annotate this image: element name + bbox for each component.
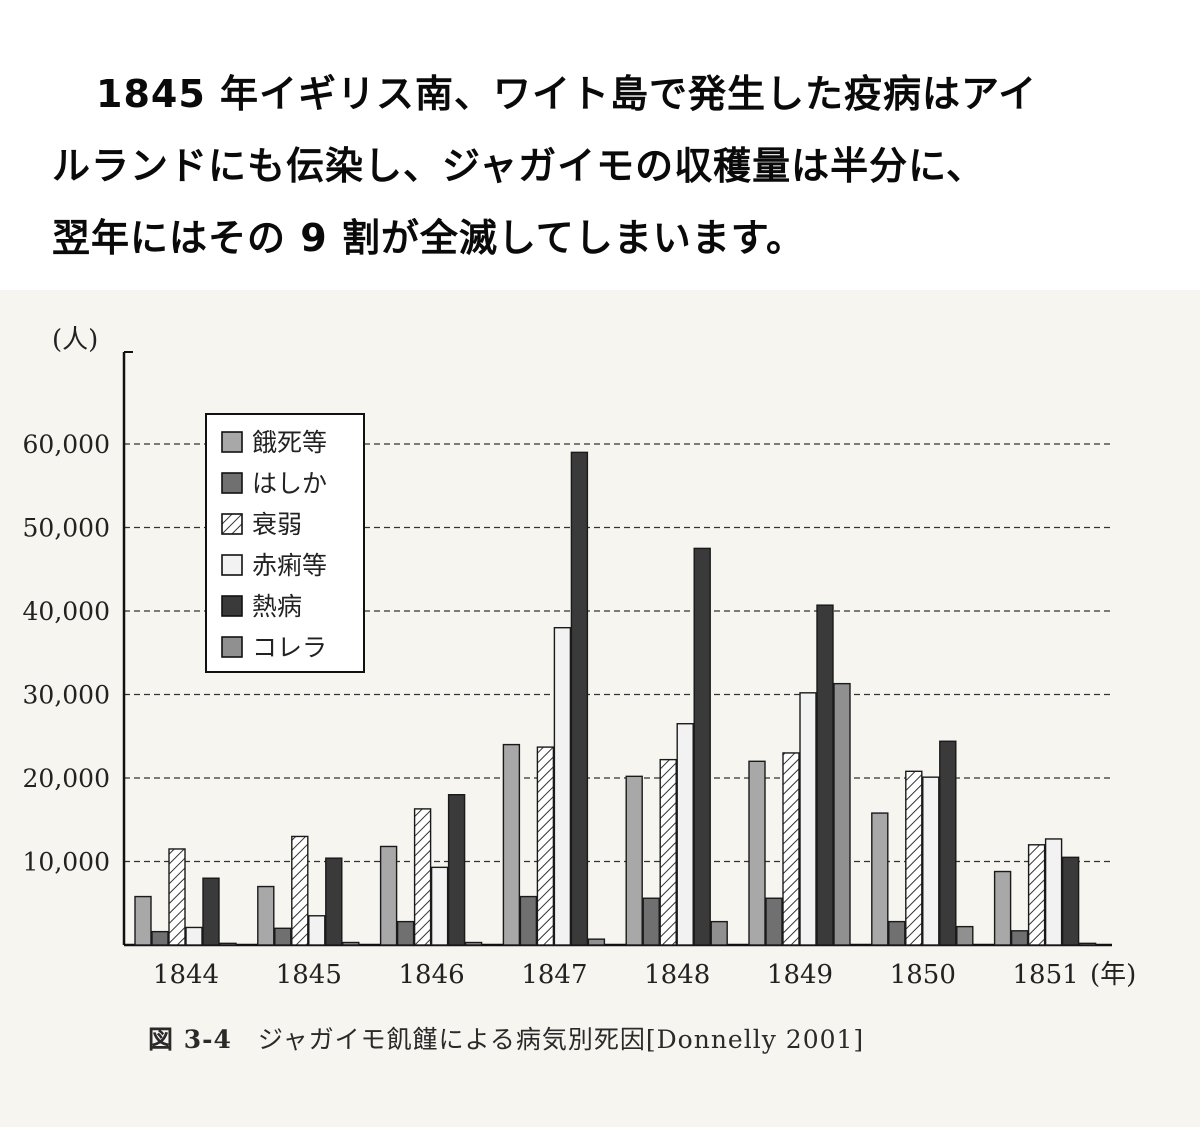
bar-3-1845	[291, 835, 309, 946]
bar-6-1846	[464, 941, 483, 946]
bar-4-1851	[1044, 838, 1063, 946]
bar-2-1850	[888, 920, 906, 946]
bar-4-1849	[799, 692, 817, 946]
bar-4-1850	[922, 776, 940, 946]
x-tick-label: 1844	[153, 960, 219, 990]
bar-6-1844	[219, 942, 237, 946]
x-tick-label: 1851	[1013, 960, 1079, 990]
y-axis-unit-label: (人)	[52, 325, 98, 355]
bar-1-1851	[993, 870, 1012, 946]
x-tick-label: 1847	[521, 960, 587, 990]
bar-2-1851	[1010, 930, 1029, 946]
bar-6-1845	[342, 941, 360, 946]
bar-4-1848	[676, 723, 694, 946]
x-tick-label: 1850	[890, 960, 956, 990]
bar-1-1846	[379, 845, 398, 946]
y-tick-label: 40,000	[23, 597, 110, 626]
figure-number: 図 3-4	[148, 1025, 232, 1054]
bar-3-1846	[413, 808, 432, 946]
legend-label: 赤痢等	[252, 551, 327, 580]
bar-4-1846	[430, 866, 449, 946]
legend-swatch	[221, 431, 243, 453]
legend-label: 熱病	[252, 592, 302, 621]
legend-swatch	[221, 554, 243, 576]
bar-5-1849	[816, 604, 834, 946]
bar-3-1850	[905, 770, 923, 946]
legend-label: コレラ	[252, 633, 327, 662]
bar-5-1848	[693, 547, 711, 946]
bar-1-1850	[871, 812, 889, 946]
bar-5-1850	[939, 740, 957, 946]
bar-1-1847	[502, 743, 521, 946]
bar-1-1845	[257, 885, 275, 946]
bar-3-1844	[168, 848, 186, 946]
bar-5-1845	[325, 857, 343, 946]
x-tick-label: 1846	[399, 960, 465, 990]
bar-4-1845	[308, 915, 326, 946]
legend-swatch	[221, 636, 243, 658]
bar-5-1847	[570, 451, 589, 946]
x-tick-label: 1845	[276, 960, 342, 990]
bar-1-1844	[134, 895, 152, 946]
bar-chart: 10,000 20,000 30,000 40,000 50,000 60,000 (人) 1…	[23, 325, 1137, 990]
bar-2-1845	[274, 927, 292, 946]
bar-2-1846	[396, 920, 415, 946]
legend-swatch	[221, 595, 243, 617]
figure-panel: 10,000 20,000 30,000 40,000 50,000 60,000 (人) 1…	[0, 290, 1200, 1127]
intro-line-2: ルランドにも伝染し、ジャガイモの収穫量は半分に、	[52, 144, 985, 188]
y-tick-label: 10,000	[23, 848, 110, 877]
legend-swatch	[221, 472, 243, 494]
intro-line-3: 翌年にはその 9 割が全滅してしまいます。	[52, 216, 805, 260]
bar-1-1848	[625, 775, 643, 946]
bar-3-1849	[782, 752, 800, 946]
legend-label: 衰弱	[252, 510, 302, 539]
bar-2-1847	[519, 895, 538, 946]
bar-4-1847	[553, 627, 572, 946]
bar-2-1849	[765, 897, 783, 946]
y-tick-label: 30,000	[23, 681, 110, 710]
legend-label: はしか	[252, 469, 327, 498]
bar-2-1848	[642, 897, 660, 946]
bar-3-1848	[659, 758, 677, 946]
y-tick-label: 20,000	[23, 764, 110, 793]
bar-6-1850	[956, 925, 974, 946]
bar-3-1851	[1027, 844, 1046, 946]
bar-5-1846	[447, 794, 466, 946]
y-tick-label: 50,000	[23, 514, 110, 543]
x-axis-unit-label: (年)	[1090, 960, 1136, 990]
y-tick-label: 60,000	[23, 430, 110, 459]
bar-5-1851	[1061, 856, 1080, 946]
intro-paragraph: 1845 年イギリス南、ワイト島で発生した疫病はアイ ルランドにも伝染し、ジャガ…	[52, 58, 1172, 274]
bar-6-1849	[833, 682, 851, 946]
legend-label: 餓死等	[252, 428, 327, 457]
bar-3-1847	[536, 746, 555, 946]
x-tick-label: 1848	[644, 960, 710, 990]
legend-box	[205, 413, 365, 673]
x-tick-label: 1849	[767, 960, 833, 990]
bar-1-1849	[748, 760, 766, 946]
bar-5-1844	[202, 877, 220, 946]
bar-6-1847	[587, 938, 606, 946]
bar-6-1851	[1078, 942, 1097, 946]
figure-caption: 図 3-4 ジャガイモ飢饉による病気別死因[Donnelly 2001]	[148, 1020, 864, 1056]
legend-swatch	[221, 513, 243, 535]
bar-2-1844	[151, 930, 169, 946]
intro-line-1: 1845 年イギリス南、ワイト島で発生した疫病はアイ	[96, 72, 1038, 116]
bar-6-1848	[710, 920, 728, 946]
bar-4-1844	[185, 926, 203, 946]
figure-title: ジャガイモ飢饉による病気別死因[Donnelly 2001]	[257, 1025, 865, 1054]
